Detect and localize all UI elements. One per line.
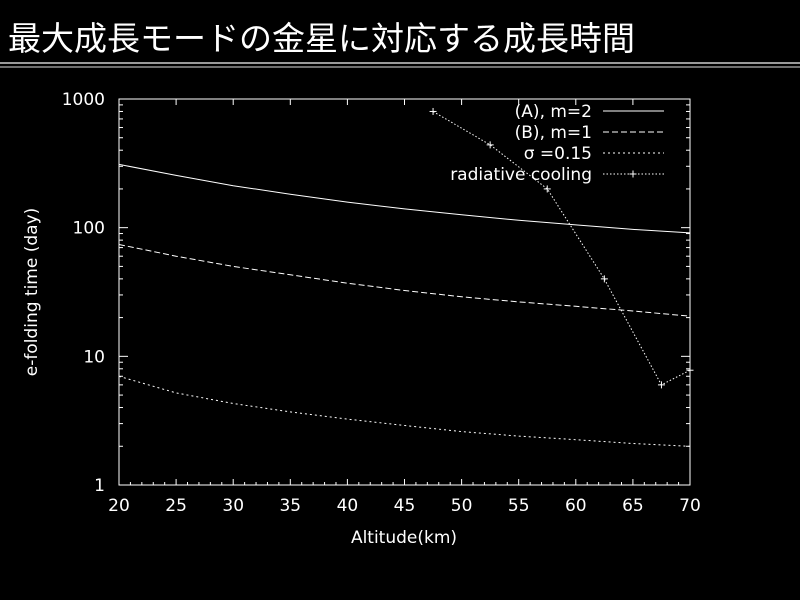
x-tick-label: 35 [279, 496, 301, 516]
x-tick-label: 25 [165, 496, 187, 516]
series-line-2 [118, 244, 691, 317]
title-divider [0, 62, 800, 64]
x-tick-label: 40 [337, 496, 359, 516]
legend-label: σ =0.15 [524, 144, 592, 164]
y-tick-label: 100 [73, 219, 105, 239]
title-divider-shadow [0, 66, 800, 68]
x-tick-label: 70 [679, 496, 701, 516]
y-axis-label: e-folding time (day) [22, 208, 42, 377]
x-tick-label: 20 [108, 496, 130, 516]
x-tick-label: 65 [622, 496, 644, 516]
series-layer [118, 107, 694, 447]
x-tick-label: 30 [222, 496, 244, 516]
series-line-1 [118, 163, 691, 234]
series-line-3 [118, 375, 691, 447]
x-axis-label: Altitude(km) [351, 528, 457, 548]
y-tick-label: 1000 [62, 90, 105, 110]
slide-title: 最大成長モードの金星に対応する成長時間 [8, 19, 635, 58]
y-axis-ticks: 1 10 100 1000 [62, 90, 690, 496]
x-tick-label: 55 [508, 496, 530, 516]
x-tick-label: 45 [394, 496, 416, 516]
y-tick-label: 10 [83, 347, 105, 367]
plot-frame [118, 98, 691, 486]
x-tick-label: 50 [451, 496, 473, 516]
x-axis-ticks: 20 25 30 35 40 45 50 55 60 65 70 [108, 99, 701, 516]
legend-label: (B), m=1 [515, 123, 592, 143]
legend-label: radiative cooling [450, 165, 592, 185]
legend-label: (A), m=2 [515, 102, 592, 122]
y-tick-label: 1 [94, 476, 105, 496]
x-tick-label: 60 [565, 496, 587, 516]
